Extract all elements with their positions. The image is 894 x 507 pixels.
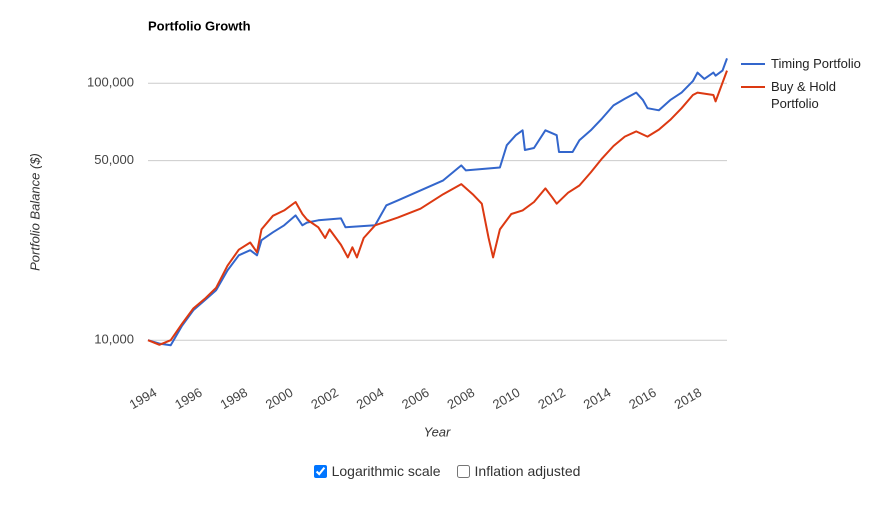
x-tick-label: 2012 [535, 385, 568, 412]
controls: Logarithmic scale Inflation adjusted [0, 463, 894, 481]
legend-swatch [741, 86, 765, 88]
legend-label: Timing Portfolio [771, 56, 861, 71]
legend-item: Timing Portfolio [741, 55, 871, 72]
chart-title: Portfolio Growth [148, 18, 251, 33]
checkbox[interactable] [313, 464, 327, 478]
x-tick-label: 2008 [445, 385, 478, 412]
y-tick-label: 100,000 [87, 75, 134, 90]
legend-label: Buy & Hold Portfolio [771, 79, 837, 111]
line-series [147, 58, 728, 347]
x-tick-label: 2010 [490, 385, 523, 412]
y-axis-title: Portfolio Balance ($) [27, 153, 42, 271]
checkbox-control[interactable]: Logarithmic scale [313, 463, 441, 479]
x-tick-label: 2014 [581, 385, 614, 412]
x-tick-label: 2018 [672, 385, 705, 412]
y-tick-label: 10,000 [94, 332, 134, 347]
line-series [147, 70, 728, 346]
x-tick-label: 2016 [626, 385, 659, 412]
legend-item: Buy & Hold Portfolio [741, 78, 871, 112]
checkbox-control[interactable]: Inflation adjusted [456, 463, 581, 479]
legend: Timing Portfolio Buy & Hold Portfolio [741, 55, 871, 118]
x-tick-label: 1994 [127, 385, 160, 412]
y-tick-label: 50,000 [94, 152, 134, 167]
x-tick-label: 1998 [217, 385, 250, 412]
checkbox-label[interactable]: Inflation adjusted [474, 463, 581, 479]
chart: Portfolio Growth Year Portfolio Balance … [27, 18, 728, 439]
checkbox-label[interactable]: Logarithmic scale [331, 463, 441, 479]
checkbox[interactable] [456, 464, 470, 478]
x-axis-title: Year [424, 424, 451, 439]
x-tick-label: 2004 [354, 385, 387, 412]
legend-swatch [741, 63, 765, 65]
x-tick-label: 2006 [399, 385, 432, 412]
x-tick-label: 1996 [172, 385, 205, 412]
x-tick-label: 2002 [308, 385, 341, 412]
x-tick-label: 2000 [263, 385, 296, 412]
